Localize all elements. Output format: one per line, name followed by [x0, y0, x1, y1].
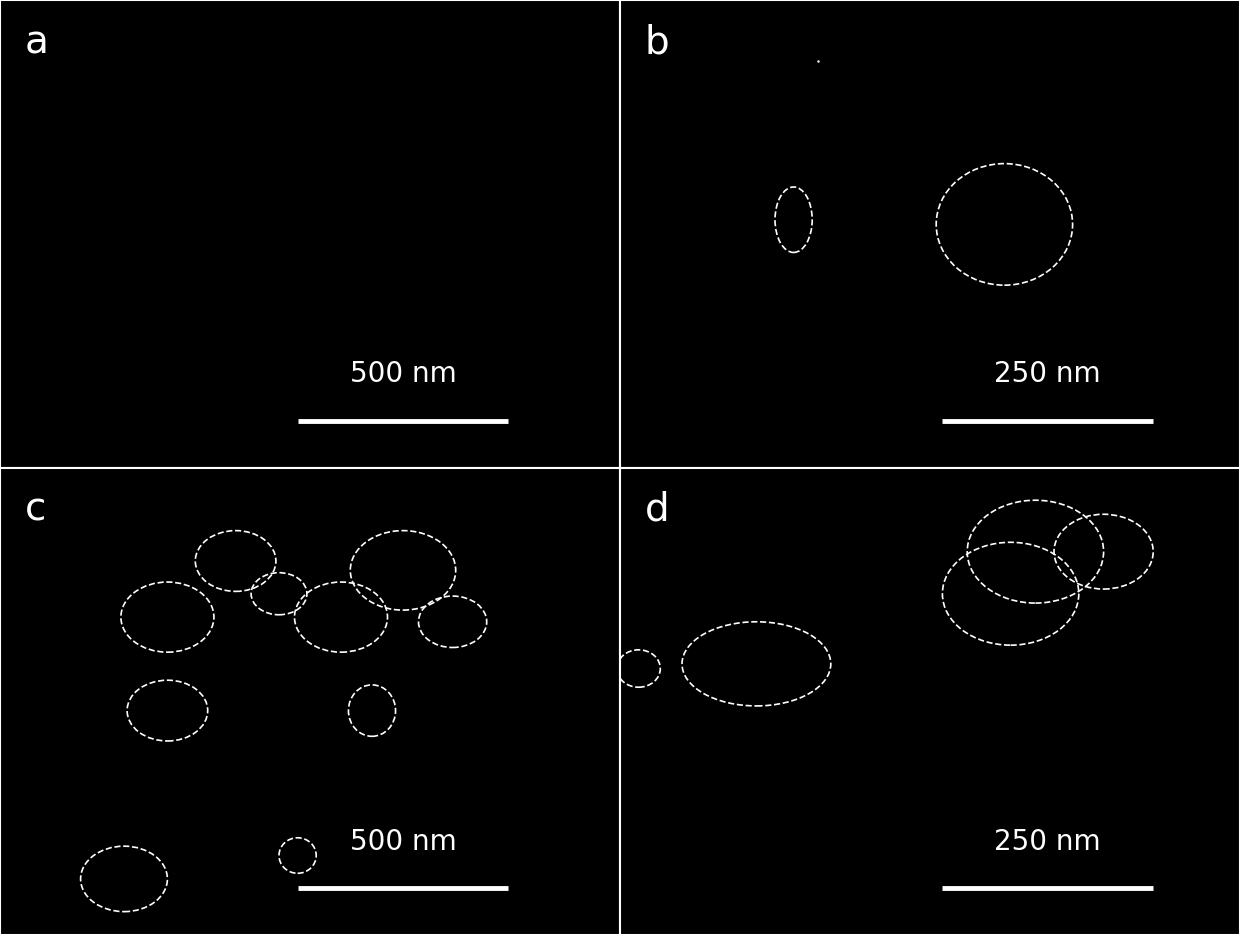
Text: 250 nm: 250 nm — [994, 360, 1101, 388]
Text: 500 nm: 500 nm — [350, 827, 456, 856]
Text: c: c — [25, 491, 46, 529]
Text: a: a — [25, 23, 48, 62]
Text: d: d — [645, 491, 670, 529]
Text: 250 nm: 250 nm — [994, 827, 1101, 856]
Text: 500 nm: 500 nm — [350, 360, 456, 388]
Text: b: b — [645, 23, 670, 62]
